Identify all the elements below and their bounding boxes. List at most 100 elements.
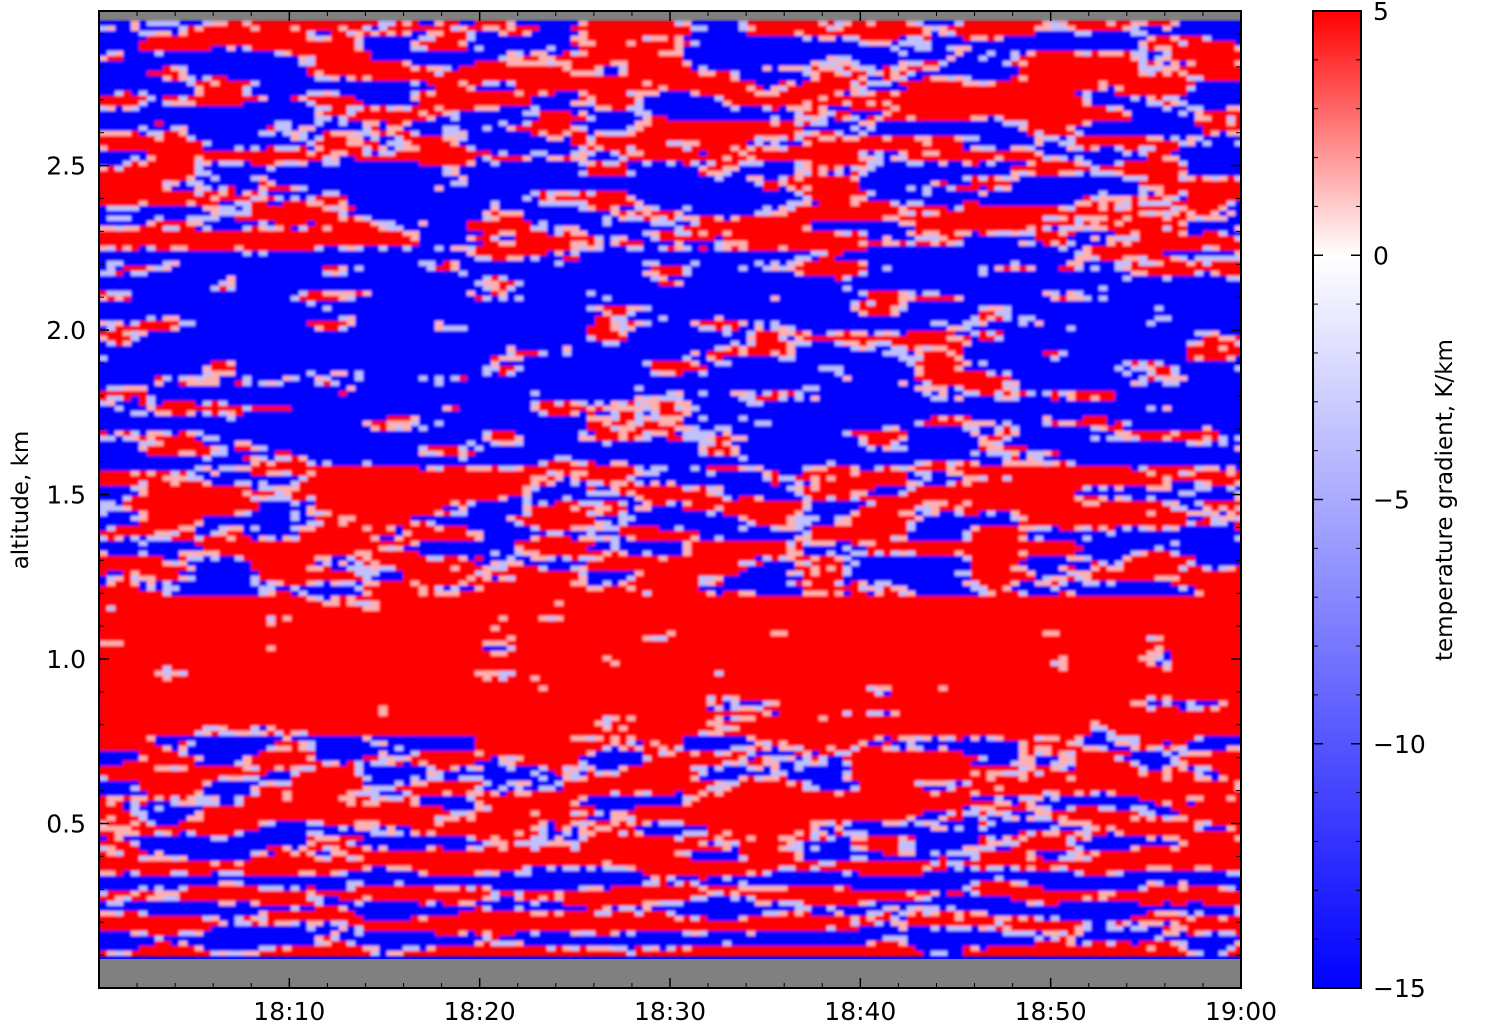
heatmap-cell <box>587 161 596 167</box>
heatmap-cell <box>595 191 604 197</box>
heatmap-cell <box>499 31 508 37</box>
heatmap-cell <box>555 21 564 27</box>
heatmap-cell <box>939 31 948 37</box>
heatmap-cell <box>1147 81 1156 87</box>
heatmap-cell <box>347 151 356 157</box>
heatmap-cell <box>987 181 996 187</box>
heatmap-cell <box>315 131 324 137</box>
heatmap-cell <box>915 141 924 147</box>
heatmap-cell <box>907 26 916 32</box>
heatmap-cell <box>1051 171 1060 177</box>
heatmap-cell <box>555 146 564 152</box>
heatmap-cell <box>1219 101 1228 107</box>
heatmap-cell <box>571 106 580 112</box>
heatmap-cell <box>1051 131 1060 137</box>
heatmap-cell <box>459 101 468 107</box>
heatmap-cell <box>379 56 388 62</box>
heatmap-cell <box>443 121 452 127</box>
heatmap-cell <box>515 166 524 172</box>
heatmap-cell <box>1227 61 1236 67</box>
heatmap-cell <box>619 171 628 177</box>
heatmap-cell <box>427 131 436 137</box>
heatmap-cell <box>259 46 268 52</box>
heatmap-cell <box>443 36 452 42</box>
heatmap-cell <box>475 26 484 32</box>
heatmap-cell <box>435 56 444 62</box>
heatmap-cell <box>1171 186 1180 192</box>
heatmap-cell <box>1011 71 1020 77</box>
heatmap-cell <box>851 71 860 77</box>
heatmap-cell <box>1195 46 1204 52</box>
heatmap-cell <box>1019 141 1028 147</box>
heatmap-cell <box>563 121 572 127</box>
heatmap-cell <box>107 51 116 57</box>
heatmap-cell <box>347 131 356 137</box>
heatmap-cell <box>259 161 268 167</box>
heatmap-cell <box>579 116 588 122</box>
heatmap-cell <box>1203 131 1212 137</box>
heatmap-cell <box>779 61 788 67</box>
heatmap-cell <box>531 26 540 32</box>
heatmap-cell <box>1147 71 1156 77</box>
heatmap-cell <box>939 81 948 87</box>
heatmap-cell <box>171 86 180 92</box>
heatmap-cell <box>619 181 628 187</box>
heatmap-cell <box>1107 141 1116 147</box>
heatmap-cell <box>979 136 988 142</box>
heatmap-cell <box>107 66 116 72</box>
heatmap-cell <box>819 106 828 112</box>
heatmap-cell <box>219 31 228 37</box>
heatmap-cell <box>675 186 684 192</box>
heatmap-cell <box>827 186 836 192</box>
heatmap-cell <box>131 116 140 122</box>
heatmap-cell <box>1059 61 1068 67</box>
heatmap-cell <box>747 141 756 147</box>
heatmap-cell <box>547 56 556 62</box>
heatmap-cell <box>899 76 908 82</box>
heatmap-cell <box>467 161 476 167</box>
heatmap-cell <box>1075 111 1084 117</box>
heatmap-cell <box>931 66 940 72</box>
heatmap-cell <box>787 96 796 102</box>
heatmap-cell <box>1091 91 1100 97</box>
heatmap-cell <box>739 176 748 182</box>
heatmap-cell <box>259 66 268 72</box>
heatmap-cell <box>379 116 388 122</box>
heatmap-cell <box>867 46 876 52</box>
heatmap-cell <box>1155 101 1164 107</box>
heatmap-cell <box>187 46 196 52</box>
heatmap-cell <box>1099 66 1108 72</box>
heatmap-cell <box>963 191 972 197</box>
heatmap-cell <box>251 66 260 72</box>
heatmap-cell <box>595 161 604 167</box>
heatmap-cell <box>403 166 412 172</box>
heatmap-cell <box>139 186 148 192</box>
heatmap-cell <box>1083 151 1092 157</box>
heatmap-cell <box>731 166 740 172</box>
heatmap-cell <box>1027 101 1036 107</box>
heatmap-cell <box>107 181 116 187</box>
heatmap-cell <box>1123 36 1132 42</box>
heatmap-cell <box>275 166 284 172</box>
heatmap-cell <box>715 36 724 42</box>
heatmap-cell <box>651 91 660 97</box>
heatmap-cell <box>699 156 708 162</box>
heatmap-cell <box>1147 31 1156 37</box>
heatmap-cell <box>1163 181 1172 187</box>
heatmap-cell <box>715 131 724 137</box>
heatmap-cell <box>579 181 588 187</box>
heatmap-cell <box>867 81 876 87</box>
heatmap-cell <box>603 151 612 157</box>
heatmap-cell <box>915 71 924 77</box>
heatmap-cell <box>883 56 892 62</box>
heatmap-cell <box>795 111 804 117</box>
heatmap-cell <box>795 71 804 77</box>
heatmap-cell <box>499 46 508 52</box>
heatmap-cell <box>299 161 308 167</box>
heatmap-cell <box>499 106 508 112</box>
heatmap-cell <box>259 121 268 127</box>
heatmap-cell <box>611 21 620 27</box>
heatmap-cell <box>1171 56 1180 62</box>
heatmap-cell <box>387 31 396 37</box>
heatmap-cell <box>587 71 596 77</box>
